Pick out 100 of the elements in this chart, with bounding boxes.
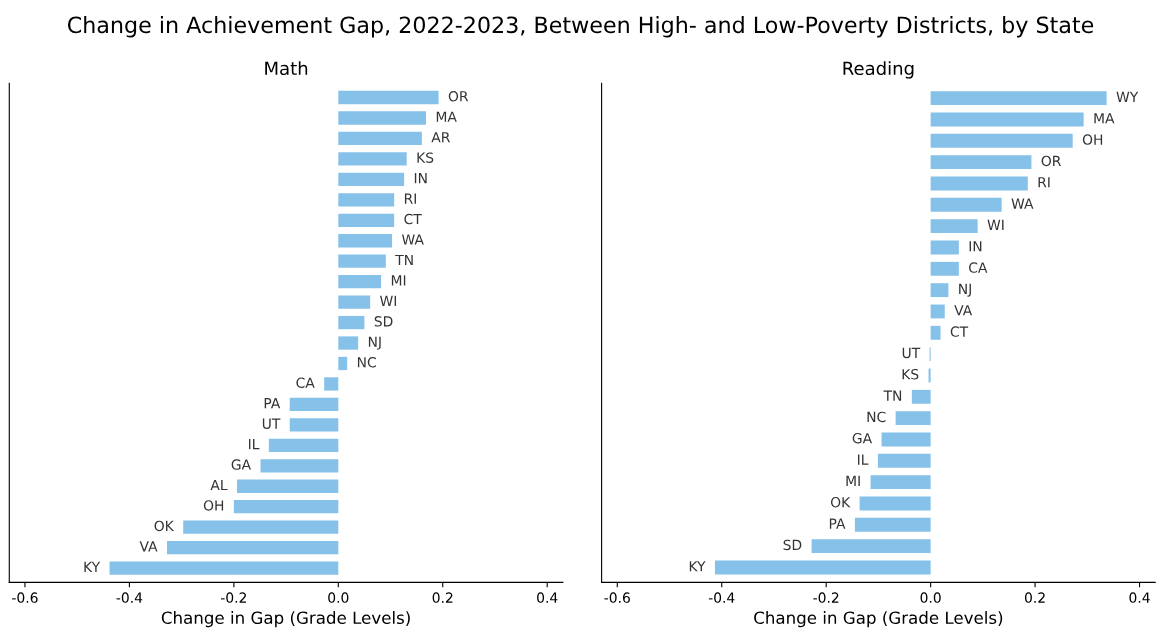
category-label: RI (404, 193, 416, 204)
bar (260, 459, 339, 473)
x-tick-label: 0.4 (537, 592, 558, 603)
bar (895, 411, 931, 426)
bar (930, 155, 1032, 170)
bar (338, 131, 422, 146)
category-label: OK (154, 520, 175, 532)
chart-title: Math (265, 61, 308, 76)
bar (338, 315, 365, 330)
x-tick-label: -0.2 (220, 592, 247, 603)
category-label: KY (689, 561, 706, 572)
category-label: MI (846, 475, 860, 486)
bar (324, 377, 339, 391)
bar (811, 539, 931, 554)
bar (183, 520, 339, 534)
bar (338, 172, 405, 187)
category-label: CA (296, 377, 315, 388)
category-label: VA (954, 305, 973, 316)
bar (338, 90, 439, 105)
category-label: IL (248, 439, 260, 450)
category-label: NC (867, 411, 886, 423)
bar (236, 479, 339, 493)
category-label: PA (829, 518, 846, 529)
bar (930, 91, 1107, 106)
category-label: IN (969, 241, 982, 252)
bar (930, 240, 959, 255)
category-label: OR (448, 91, 469, 102)
category-label: CA (969, 262, 988, 273)
category-label: IN (414, 173, 427, 184)
bar (930, 197, 1002, 212)
category-label: SD (783, 539, 802, 551)
text: Change in Achievement Gap, 2022-2023, Between High- and Low-Poverty Districts, by State (67, 16, 1094, 38)
bar (338, 254, 386, 268)
bar (714, 560, 931, 575)
bar (930, 325, 941, 340)
category-label: VA (139, 541, 158, 552)
category-label: GA (231, 459, 251, 470)
category-label: NJ (368, 336, 381, 350)
x-tick-label: 0.4 (1129, 592, 1150, 603)
x-tick-label: -0.4 (116, 592, 143, 603)
category-label: WA (401, 234, 424, 245)
category-label: CT (950, 326, 969, 337)
bar (338, 295, 371, 309)
chart-title: Reading (843, 61, 914, 79)
bar (289, 397, 339, 412)
bar (930, 176, 1028, 191)
category-label: OK (830, 496, 851, 508)
bar (268, 438, 339, 452)
category-label: PA (264, 398, 281, 409)
bar (338, 275, 382, 289)
bar (881, 432, 931, 447)
category-label: MI (391, 275, 406, 286)
category-label: WA (1011, 198, 1034, 209)
category-label: KS (902, 368, 919, 380)
category-label: KS (417, 152, 434, 163)
category-label: AL (210, 479, 228, 491)
bar (338, 152, 407, 166)
x-tick-label: 0.2 (432, 592, 453, 603)
bar (167, 540, 339, 555)
category-label: KY (84, 561, 101, 572)
bar (338, 213, 395, 227)
bar (109, 561, 339, 575)
category-label: GA (852, 432, 873, 444)
category-label: MA (1094, 113, 1115, 124)
category-label: WI (987, 219, 1004, 230)
x-tick-label: -0.4 (708, 592, 735, 603)
bar (338, 234, 393, 248)
bar (930, 304, 945, 319)
category-label: NJ (959, 283, 971, 297)
x-axis-title: Change in Gap (Grade Levels) (161, 611, 410, 628)
bar (930, 133, 1073, 148)
category-label: MA (436, 111, 457, 122)
category-label: AR (431, 132, 451, 143)
bar (854, 517, 931, 532)
x-tick-label: 0.0 (328, 592, 349, 603)
x-tick-label: -0.2 (813, 592, 839, 603)
bar (911, 389, 931, 404)
category-label: OR (1041, 155, 1062, 167)
bar (338, 111, 427, 125)
category-label: RI (1038, 177, 1050, 188)
category-label: SD (374, 316, 393, 327)
category-label: TN (883, 390, 902, 401)
bar (338, 336, 359, 350)
category-label: WI (380, 295, 397, 306)
bar (930, 112, 1084, 127)
x-tick-label: -0.6 (604, 592, 630, 603)
category-label: TN (395, 254, 413, 266)
category-label: CT (404, 213, 422, 225)
x-tick-label: 0.2 (1024, 592, 1045, 603)
x-tick-label: 0.0 (920, 592, 941, 603)
bar (930, 261, 959, 276)
category-label: WY (1116, 91, 1139, 102)
category-label: UT (902, 347, 921, 359)
category-label: IL (858, 454, 869, 465)
category-label: UT (262, 418, 281, 429)
category-label: OH (1082, 134, 1103, 145)
bar (930, 283, 949, 298)
bar (930, 219, 978, 234)
x-axis-title: Change in Gap (Grade Levels) (754, 611, 1003, 628)
bar (338, 193, 395, 207)
